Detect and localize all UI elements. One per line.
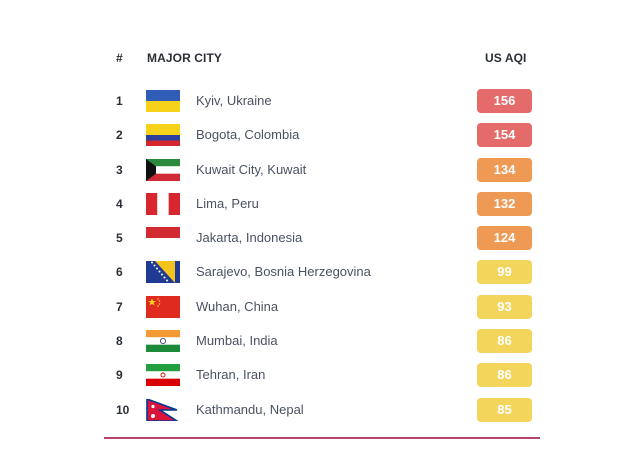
city-name[interactable]: Bogota, Colombia xyxy=(196,127,300,143)
table-row[interactable]: 6 Sarajevo, Bosnia Herzegovina 99 xyxy=(0,255,640,289)
rank-number: 7 xyxy=(116,299,123,314)
city-name[interactable]: Kathmandu, Nepal xyxy=(196,401,304,417)
city-name[interactable]: Kyiv, Ukraine xyxy=(196,93,272,108)
rank-number: 3 xyxy=(116,162,123,177)
table-row[interactable]: 1 Kyiv, Ukraine 156 xyxy=(0,84,640,118)
city-name[interactable]: Tehran, Iran xyxy=(196,367,266,383)
rank-number: 2 xyxy=(116,128,123,143)
iran-flag-icon xyxy=(146,364,180,387)
aqi-badge: 85 xyxy=(477,397,532,422)
bosnia-flag-icon xyxy=(146,261,180,284)
aqi-badge: 93 xyxy=(477,294,532,319)
aqi-badge: 86 xyxy=(477,363,532,388)
china-flag-icon xyxy=(146,295,180,318)
table-header: # MAJOR CITY US AQI xyxy=(0,51,640,71)
nepal-flag-icon xyxy=(146,398,180,421)
rank-number: 6 xyxy=(116,265,123,280)
colombia-flag-icon xyxy=(146,124,180,147)
ukraine-flag-icon xyxy=(146,90,180,112)
city-name[interactable]: Mumbai, India xyxy=(196,333,278,349)
city-name[interactable]: Kuwait City, Kuwait xyxy=(196,161,307,177)
table-row[interactable]: 4 Lima, Peru 132 xyxy=(0,187,640,221)
aqi-badge: 99 xyxy=(477,260,532,285)
table-row[interactable]: 2 Bogota, Colombia 154 xyxy=(0,118,640,152)
table-row[interactable]: 7 Wuhan, China 93 xyxy=(0,290,640,324)
table-row[interactable]: 10 Kathmandu, Nepal 85 xyxy=(0,393,640,427)
rank-number: 8 xyxy=(116,334,123,349)
aqi-badge: 124 xyxy=(477,226,532,251)
peru-flag-icon xyxy=(146,192,180,215)
table-row[interactable]: 8 Mumbai, India 86 xyxy=(0,324,640,358)
rank-number: 10 xyxy=(116,402,130,417)
city-name[interactable]: Jakarta, Indonesia xyxy=(196,230,303,246)
india-flag-icon xyxy=(146,330,180,353)
table-row[interactable]: 3 Kuwait City, Kuwait 134 xyxy=(0,153,640,187)
rank-column-header: # xyxy=(116,51,123,65)
city-list: 1 Kyiv, Ukraine 156 2 Bogota, Colombia 1… xyxy=(0,84,640,427)
city-name[interactable]: Wuhan, China xyxy=(196,298,279,314)
table-row[interactable]: 9 Tehran, Iran 86 xyxy=(0,358,640,392)
rank-number: 9 xyxy=(116,368,123,383)
rank-number: 5 xyxy=(116,231,123,246)
aqi-badge: 86 xyxy=(477,329,532,354)
aqi-badge: 134 xyxy=(477,157,532,182)
aqi-badge: 154 xyxy=(477,123,532,148)
rank-number: 1 xyxy=(116,94,123,108)
city-name[interactable]: Sarajevo, Bosnia Herzegovina xyxy=(196,264,371,280)
aqi-badge: 156 xyxy=(477,89,532,113)
aqi-column-header: US AQI xyxy=(485,51,527,65)
rank-number: 4 xyxy=(116,196,123,211)
table-row[interactable]: 5 Jakarta, Indonesia 124 xyxy=(0,221,640,255)
city-name[interactable]: Lima, Peru xyxy=(196,195,259,211)
kuwait-flag-icon xyxy=(146,158,180,181)
aqi-badge: 132 xyxy=(477,191,532,216)
bottom-divider xyxy=(104,437,540,439)
city-column-header: MAJOR CITY xyxy=(147,51,223,65)
indonesia-flag-icon xyxy=(146,227,180,250)
